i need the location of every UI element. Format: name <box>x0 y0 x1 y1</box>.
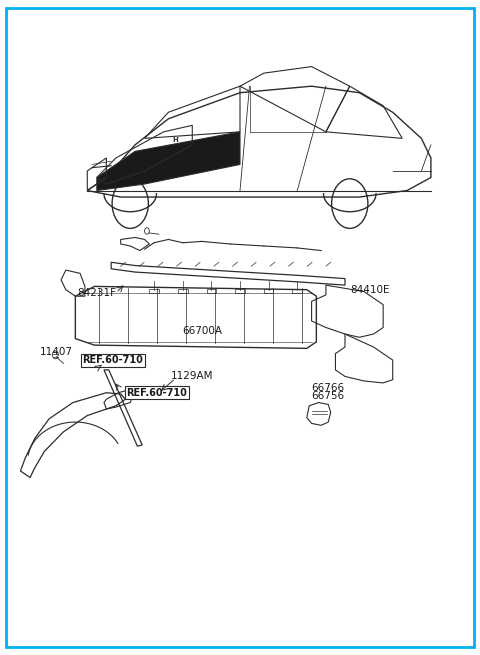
Text: 84410E: 84410E <box>350 286 389 295</box>
Text: 66700A: 66700A <box>183 326 223 336</box>
Text: 1129AM: 1129AM <box>171 371 213 381</box>
Text: REF.60-710: REF.60-710 <box>126 388 187 398</box>
Text: 11407: 11407 <box>39 347 72 357</box>
Text: 84231F: 84231F <box>78 288 117 298</box>
Text: 66756: 66756 <box>312 391 345 401</box>
Polygon shape <box>97 132 240 191</box>
Text: H: H <box>173 138 179 143</box>
Text: REF.60-710: REF.60-710 <box>83 355 144 365</box>
Text: 66766: 66766 <box>312 383 345 392</box>
